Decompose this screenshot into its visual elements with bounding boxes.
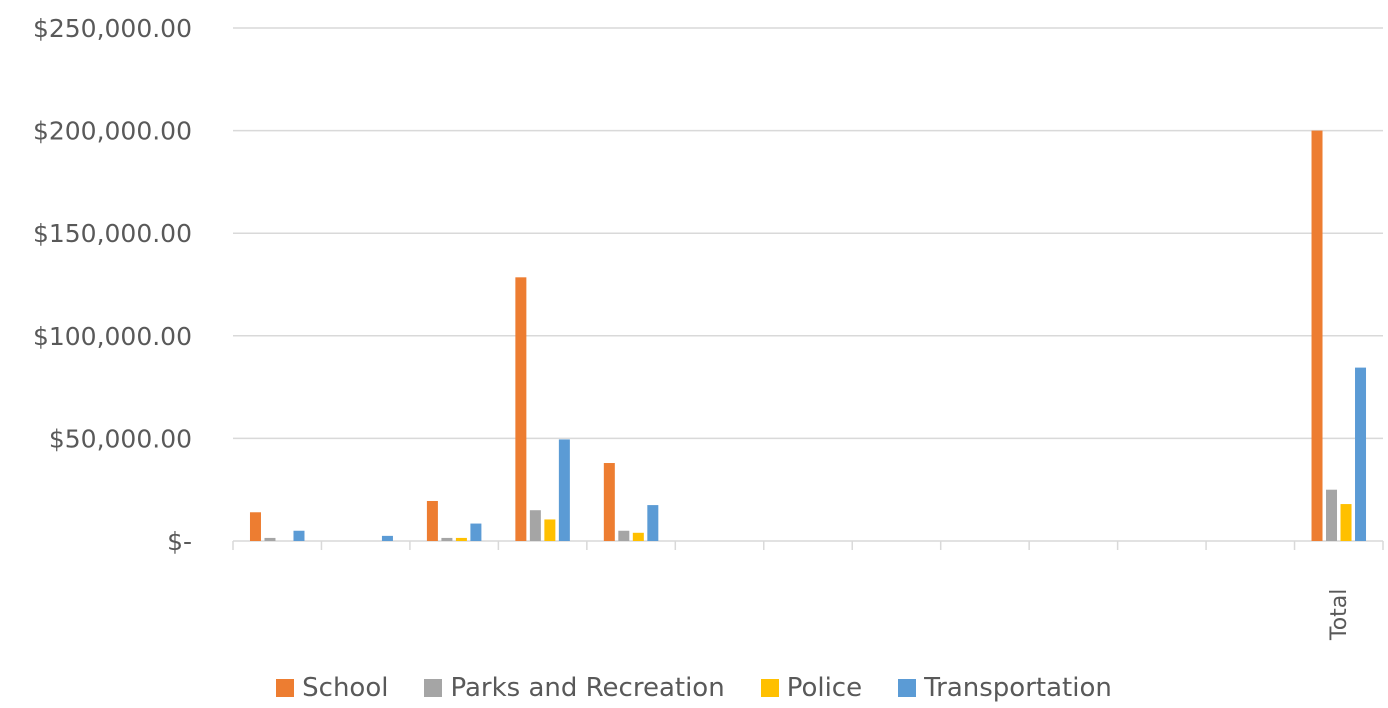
y-tick-label: $150,000.00 — [33, 219, 192, 248]
y-tick-label: $50,000.00 — [49, 424, 192, 453]
y-axis-tick-labels: $- $50,000.00 $100,000.00 $150,000.00 $200,0… — [33, 14, 192, 556]
legend-label: Parks and Recreation — [450, 673, 725, 703]
bar-school — [603, 463, 615, 541]
bar-police — [544, 519, 556, 541]
x-tick-label: Total — [1327, 589, 1352, 641]
y-tick-label: $200,000.00 — [33, 117, 192, 146]
bars — [249, 130, 1367, 541]
bar-transportation — [381, 535, 393, 541]
legend-swatch — [760, 679, 779, 697]
legend-item: Police — [760, 673, 863, 703]
bar-parks-and-recreation — [618, 530, 630, 541]
x-axis-tick-labels: Total — [1327, 589, 1352, 641]
bar-transportation — [293, 530, 305, 541]
legend-item: School — [276, 673, 388, 703]
bar-school — [249, 512, 261, 541]
bar-parks-and-recreation — [529, 510, 541, 541]
legend-swatch — [898, 679, 917, 697]
bar-school — [1311, 130, 1323, 541]
legend-swatch — [424, 679, 443, 697]
legend-label: Police — [786, 673, 863, 703]
legend-item: Transportation — [898, 673, 1112, 703]
legend-label: Transportation — [924, 673, 1112, 703]
bar-police — [455, 537, 467, 541]
legend-swatch — [276, 679, 295, 697]
bar-transportation — [1355, 367, 1367, 541]
bar-transportation — [558, 439, 570, 541]
bar-transportation — [470, 523, 482, 541]
bar-chart: $- $50,000.00 $100,000.00 $150,000.00 $200,0… — [33, 14, 1384, 641]
gridlines — [233, 27, 1383, 440]
bar-parks-and-recreation — [1326, 489, 1338, 541]
y-tick-label: $250,000.00 — [33, 14, 192, 43]
bar-parks-and-recreation — [441, 537, 453, 541]
legend: School Parks and Recreation Police Transpor… — [0, 668, 1388, 708]
bar-school — [515, 277, 527, 541]
bar-parks-and-recreation — [264, 537, 276, 541]
x-axis — [232, 540, 1384, 550]
y-tick-label: $- — [167, 527, 192, 556]
bar-school — [426, 500, 438, 541]
bar-transportation — [647, 505, 659, 541]
legend-label: School — [302, 673, 389, 703]
bar-police — [1340, 504, 1352, 541]
bar-police — [632, 532, 644, 541]
y-tick-label: $100,000.00 — [33, 322, 192, 351]
legend-item: Parks and Recreation — [424, 673, 725, 703]
